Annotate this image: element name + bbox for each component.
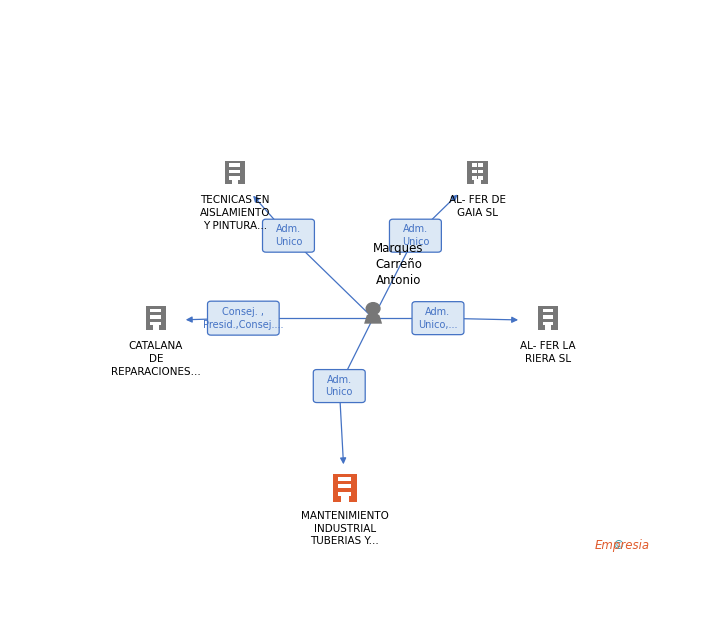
FancyBboxPatch shape xyxy=(333,474,357,501)
FancyBboxPatch shape xyxy=(229,163,234,167)
Polygon shape xyxy=(364,314,382,324)
FancyBboxPatch shape xyxy=(339,484,344,488)
Text: ©: © xyxy=(612,539,624,552)
FancyBboxPatch shape xyxy=(467,161,488,185)
FancyBboxPatch shape xyxy=(345,484,352,488)
Text: Adm.
Unico: Adm. Unico xyxy=(402,224,429,247)
FancyBboxPatch shape xyxy=(472,169,478,173)
FancyBboxPatch shape xyxy=(478,169,483,173)
FancyBboxPatch shape xyxy=(235,176,240,180)
FancyBboxPatch shape xyxy=(232,179,238,185)
FancyBboxPatch shape xyxy=(235,169,240,173)
FancyBboxPatch shape xyxy=(235,163,240,167)
FancyBboxPatch shape xyxy=(153,324,159,330)
FancyBboxPatch shape xyxy=(472,163,478,167)
Text: Marques
Carreño
Antonio: Marques Carreño Antonio xyxy=(373,242,424,287)
FancyBboxPatch shape xyxy=(339,477,344,481)
FancyBboxPatch shape xyxy=(263,219,314,252)
FancyBboxPatch shape xyxy=(313,370,365,403)
Text: MANTENIMIENTO
INDUSTRIAL
TUBERIAS Y...: MANTENIMIENTO INDUSTRIAL TUBERIAS Y... xyxy=(301,511,389,546)
FancyBboxPatch shape xyxy=(339,492,344,496)
FancyBboxPatch shape xyxy=(545,324,551,330)
FancyBboxPatch shape xyxy=(156,309,162,312)
FancyBboxPatch shape xyxy=(542,322,547,325)
FancyBboxPatch shape xyxy=(389,219,441,252)
FancyBboxPatch shape xyxy=(229,176,234,180)
Text: Empresia: Empresia xyxy=(595,539,649,552)
FancyBboxPatch shape xyxy=(151,315,156,319)
FancyBboxPatch shape xyxy=(474,179,480,185)
FancyBboxPatch shape xyxy=(538,306,558,330)
FancyBboxPatch shape xyxy=(341,496,349,501)
FancyBboxPatch shape xyxy=(548,322,553,325)
Text: CATALANA
DE
REPARACIONES...: CATALANA DE REPARACIONES... xyxy=(111,341,201,377)
FancyBboxPatch shape xyxy=(548,309,553,312)
FancyBboxPatch shape xyxy=(156,315,162,319)
FancyBboxPatch shape xyxy=(207,301,279,335)
Text: Adm.
Unico: Adm. Unico xyxy=(325,375,353,398)
FancyBboxPatch shape xyxy=(412,302,464,335)
FancyBboxPatch shape xyxy=(548,315,553,319)
Text: Consej. ,
Presid.,Consej....: Consej. , Presid.,Consej.... xyxy=(203,307,284,329)
FancyBboxPatch shape xyxy=(478,163,483,167)
FancyBboxPatch shape xyxy=(225,161,245,185)
Text: AL- FER DE
GAIA SL: AL- FER DE GAIA SL xyxy=(449,195,506,218)
Text: Adm.
Unico: Adm. Unico xyxy=(274,224,302,247)
FancyBboxPatch shape xyxy=(542,315,547,319)
FancyBboxPatch shape xyxy=(146,306,166,330)
FancyBboxPatch shape xyxy=(472,176,478,180)
Text: AL- FER LA
RIERA SL: AL- FER LA RIERA SL xyxy=(521,341,576,364)
Text: Adm.
Unico,...: Adm. Unico,... xyxy=(418,307,458,329)
FancyBboxPatch shape xyxy=(156,322,162,325)
FancyBboxPatch shape xyxy=(151,322,156,325)
FancyBboxPatch shape xyxy=(345,477,352,481)
FancyBboxPatch shape xyxy=(478,176,483,180)
Circle shape xyxy=(366,302,380,314)
FancyBboxPatch shape xyxy=(345,492,352,496)
FancyBboxPatch shape xyxy=(151,309,156,312)
Text: TECNICAS EN
AISLAMIENTO
Y PINTURA...: TECNICAS EN AISLAMIENTO Y PINTURA... xyxy=(199,195,270,231)
FancyBboxPatch shape xyxy=(229,169,234,173)
FancyBboxPatch shape xyxy=(542,309,547,312)
